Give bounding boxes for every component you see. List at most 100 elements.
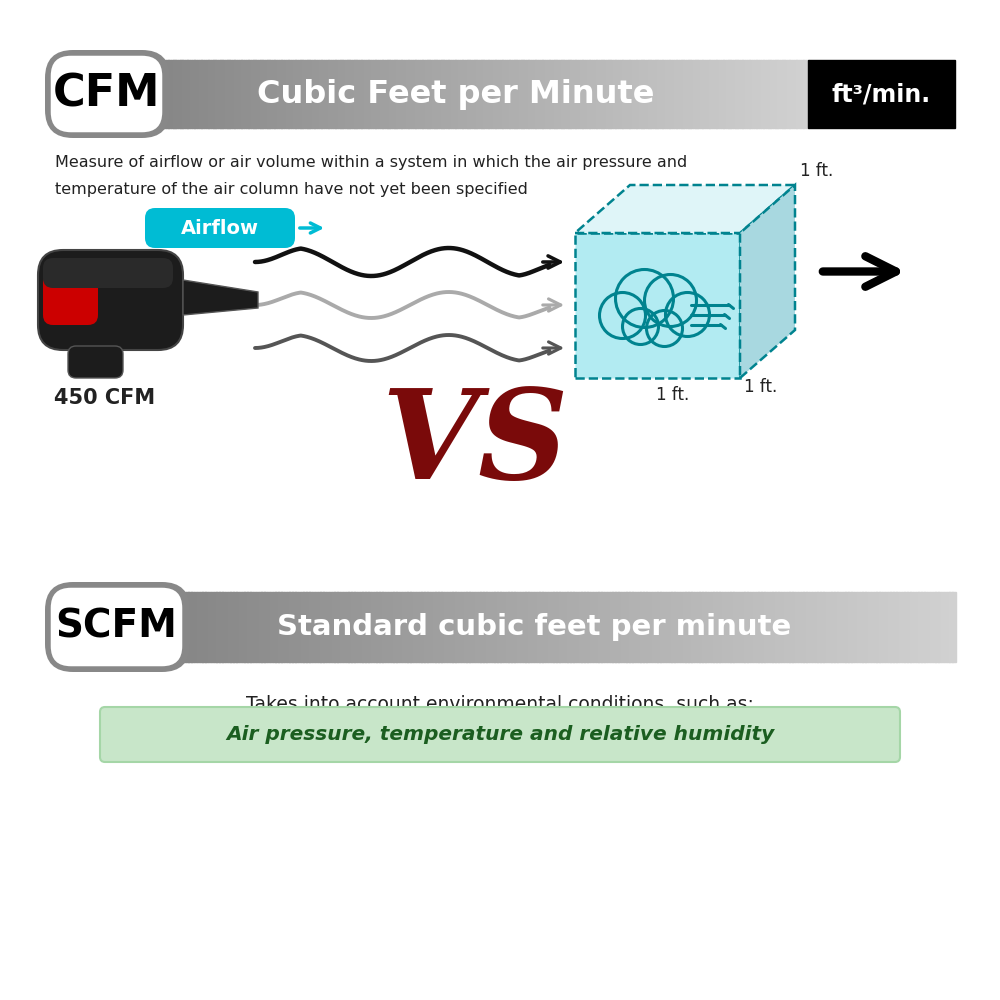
Bar [677, 592, 680, 662]
Bar [253, 592, 256, 662]
Text: temperature of the air column have not yet been specified: temperature of the air column have not y… [55, 182, 528, 197]
Bar [138, 60, 141, 128]
Bar [269, 60, 272, 128]
Bar [183, 592, 186, 662]
Bar [610, 592, 613, 662]
Bar [744, 592, 748, 662]
Bar [690, 60, 693, 128]
Bar [559, 592, 562, 662]
Circle shape [622, 308, 660, 346]
Bar [683, 592, 686, 662]
Bar [561, 60, 564, 128]
Bar [840, 592, 843, 662]
Bar [899, 592, 902, 662]
Bar [234, 60, 237, 128]
Bar [904, 592, 908, 662]
Bar [169, 592, 172, 662]
Bar [509, 60, 512, 128]
FancyBboxPatch shape [100, 707, 900, 762]
Bar [117, 60, 119, 128]
Bar [351, 592, 355, 662]
Bar [949, 592, 953, 662]
Bar [709, 60, 712, 128]
Bar [253, 60, 256, 128]
Bar [329, 592, 332, 662]
Bar [147, 60, 150, 128]
Bar [803, 592, 807, 662]
Bar [556, 60, 559, 128]
Bar [368, 60, 371, 128]
Bar [391, 592, 394, 662]
Bar [764, 592, 767, 662]
Bar [902, 592, 905, 662]
Bar [399, 60, 402, 128]
Bar [592, 60, 594, 128]
Bar [607, 592, 610, 662]
Bar [587, 60, 590, 128]
Bar [215, 60, 218, 128]
Bar [410, 592, 413, 662]
Bar [314, 60, 317, 128]
Bar [660, 60, 663, 128]
Bar [382, 592, 385, 662]
Bar [756, 592, 759, 662]
Bar [455, 592, 458, 662]
Bar [580, 60, 583, 128]
Bar [194, 60, 197, 128]
Bar [359, 60, 362, 128]
Bar [781, 592, 784, 662]
Bar [319, 60, 322, 128]
Bar [491, 60, 493, 128]
Bar [483, 592, 487, 662]
Bar [216, 592, 220, 662]
Bar [453, 60, 456, 128]
Bar [340, 60, 343, 128]
Circle shape [646, 310, 684, 348]
Bar [107, 60, 110, 128]
Bar [152, 60, 155, 128]
Bar [733, 60, 736, 128]
Bar [375, 60, 378, 128]
Bar [910, 592, 913, 662]
Bar [542, 60, 545, 128]
FancyBboxPatch shape [38, 250, 183, 350]
Bar [516, 60, 519, 128]
Bar [138, 592, 141, 662]
Bar [612, 592, 616, 662]
Bar [373, 60, 376, 128]
Bar [441, 592, 444, 662]
Bar [186, 592, 189, 662]
Bar [140, 60, 143, 128]
Bar [632, 60, 634, 128]
Bar [438, 592, 442, 662]
Bar [204, 60, 206, 128]
Bar [865, 592, 868, 662]
Bar [291, 60, 293, 128]
Bar [121, 592, 124, 662]
Bar [641, 60, 644, 128]
Bar [685, 592, 689, 662]
Bar [551, 592, 554, 662]
Bar [874, 592, 877, 662]
Bar [730, 592, 734, 662]
Bar [244, 60, 246, 128]
Bar [258, 60, 261, 128]
Bar [225, 60, 228, 128]
Bar [197, 592, 200, 662]
Bar [446, 60, 449, 128]
Bar [549, 60, 552, 128]
Text: Standard cubic feet per minute: Standard cubic feet per minute [277, 613, 791, 641]
Bar [702, 592, 706, 662]
Bar [278, 592, 282, 662]
Bar [394, 60, 397, 128]
Text: 1 ft.: 1 ft. [800, 162, 833, 180]
Bar [495, 60, 498, 128]
Bar [601, 60, 604, 128]
Bar [220, 60, 223, 128]
Bar [489, 592, 492, 662]
Bar [206, 60, 209, 128]
Bar [913, 592, 916, 662]
Bar [200, 592, 203, 662]
Bar [941, 592, 944, 662]
Bar [695, 60, 698, 128]
